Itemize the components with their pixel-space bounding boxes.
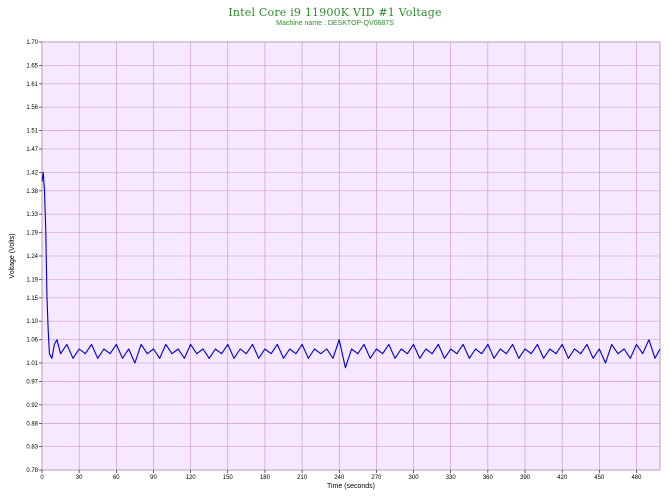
x-tick-label: 330 xyxy=(446,475,457,481)
y-tick-label: 1.10 xyxy=(26,319,38,325)
y-tick-label: 1.47 xyxy=(26,147,38,153)
y-tick-label: 1.15 xyxy=(26,296,38,302)
y-tick-label: 0.78 xyxy=(26,468,38,474)
y-axis-label: Voltage (Volts) xyxy=(9,233,16,278)
y-tick-label: 1.24 xyxy=(26,254,38,260)
x-tick-label: 420 xyxy=(557,475,568,481)
y-tick-label: 1.19 xyxy=(26,277,38,283)
y-tick-label: 1.33 xyxy=(26,212,38,218)
y-tick-label: 1.70 xyxy=(26,40,38,46)
y-tick-label: 0.88 xyxy=(26,421,38,427)
y-tick-label: 1.29 xyxy=(26,231,38,237)
y-tick-label: 1.61 xyxy=(26,82,38,88)
x-tick-label: 390 xyxy=(520,475,531,481)
x-tick-label: 60 xyxy=(113,475,120,481)
x-tick-label: 480 xyxy=(631,475,642,481)
y-axis-ticks: 0.78 0.83 0.88 0.92 0.97 1.01 1.06 1.10 1.15 1.19… xyxy=(26,40,42,474)
y-tick-label: 1.38 xyxy=(26,189,38,195)
series-layer xyxy=(41,171,661,369)
y-tick-label: 1.42 xyxy=(26,170,38,176)
x-axis-label: Time (seconds) xyxy=(327,483,375,490)
x-tick-label: 120 xyxy=(186,475,197,481)
x-axis-ticks: 0 30 60 90 120 150 180 210 240 270 300 330 360 390 420… xyxy=(40,470,642,481)
grid xyxy=(41,41,660,471)
y-tick-label: 1.65 xyxy=(26,63,38,69)
chart-subtitle: Machine name : DESKTOP-QV0687S xyxy=(276,20,394,27)
y-tick-label: 0.92 xyxy=(26,403,38,409)
x-tick-label: 450 xyxy=(594,475,605,481)
series-line-0 xyxy=(41,171,661,369)
x-tick-label: 90 xyxy=(150,475,157,481)
y-tick-label: 0.97 xyxy=(26,380,38,386)
x-tick-label: 30 xyxy=(76,475,83,481)
y-tick-label: 1.06 xyxy=(26,338,38,344)
x-tick-label: 180 xyxy=(260,475,271,481)
x-tick-label: 300 xyxy=(409,475,420,481)
x-tick-label: 270 xyxy=(371,475,382,481)
x-tick-label: 360 xyxy=(483,475,494,481)
y-tick-label: 0.83 xyxy=(26,445,38,451)
chart-title: Intel Core i9 11900K VID #1 Voltage xyxy=(228,6,442,19)
x-tick-label: 0 xyxy=(40,475,44,481)
x-tick-label: 240 xyxy=(334,475,345,481)
x-tick-label: 210 xyxy=(297,475,308,481)
y-tick-label: 1.56 xyxy=(26,105,38,111)
y-tick-label: 1.01 xyxy=(26,361,38,367)
x-tick-label: 150 xyxy=(223,475,234,481)
y-tick-label: 1.51 xyxy=(26,128,38,134)
